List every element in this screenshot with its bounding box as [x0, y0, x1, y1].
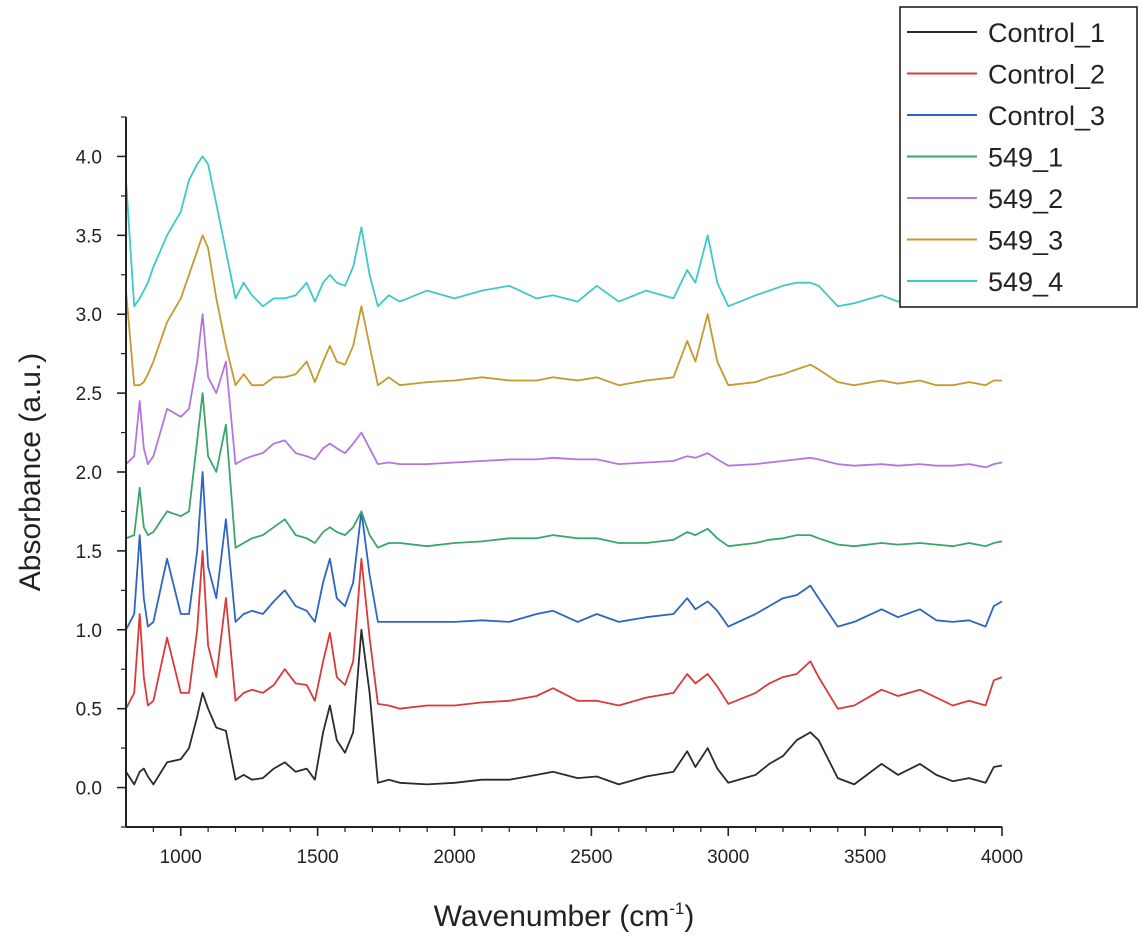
legend-label: Control_1 — [988, 18, 1105, 48]
y-tick-label: 2.5 — [76, 384, 102, 405]
y-tick-label: 3.5 — [76, 226, 102, 247]
x-tick-label: 1500 — [296, 847, 338, 868]
series-line-1 — [125, 628, 1003, 786]
y-tick-label: 1.0 — [76, 621, 102, 642]
legend-label: Control_2 — [988, 60, 1105, 90]
x-ticks: 1000 1500 2000 2500 3000 3500 4000 — [152, 827, 1023, 868]
series-line-6 — [125, 234, 1002, 387]
x-tick-label: 2000 — [433, 847, 475, 868]
y-tick-label: 0.5 — [76, 700, 102, 721]
legend-label: 549_4 — [988, 267, 1063, 297]
y-tick-label: 4.0 — [76, 147, 102, 168]
axes: 1000 1500 2000 2500 3000 3500 4000 0.0 0.5 1.0 1.… — [76, 116, 1023, 868]
x-tick-label: 2500 — [570, 847, 612, 868]
series-line-4 — [125, 392, 1003, 549]
series-line-3 — [125, 471, 1003, 631]
y-ticks: 0.0 0.5 1.0 1.5 2.0 2.5 3.0 3.5 4.0 — [76, 116, 126, 828]
y-tick-label: 2.0 — [76, 463, 102, 484]
legend: Control_1 Control_2 Control_3 549_1 549_2 549… — [899, 6, 1138, 308]
series-line-2 — [125, 550, 1003, 710]
legend-label: 549_2 — [988, 184, 1063, 214]
y-tick-label: 0.0 — [76, 779, 102, 800]
x-tick-label: 4000 — [981, 847, 1023, 868]
y-tick-label: 3.0 — [76, 305, 102, 326]
y-tick-label: 1.5 — [76, 542, 102, 563]
plot-area — [125, 155, 1003, 786]
x-tick-label: 3500 — [844, 847, 886, 868]
x-tick-label: 3000 — [707, 847, 749, 868]
legend-label: 549_3 — [988, 226, 1063, 256]
legend-label: 549_1 — [988, 143, 1063, 173]
x-axis-title: Wavenumber (cm-1) — [434, 899, 695, 933]
y-axis-title: Absorbance (a.u.) — [14, 353, 47, 591]
series-line-5 — [125, 313, 1003, 469]
series-line-7 — [125, 155, 1003, 308]
x-tick-label: 1000 — [160, 847, 202, 868]
legend-label: Control_3 — [988, 101, 1105, 131]
